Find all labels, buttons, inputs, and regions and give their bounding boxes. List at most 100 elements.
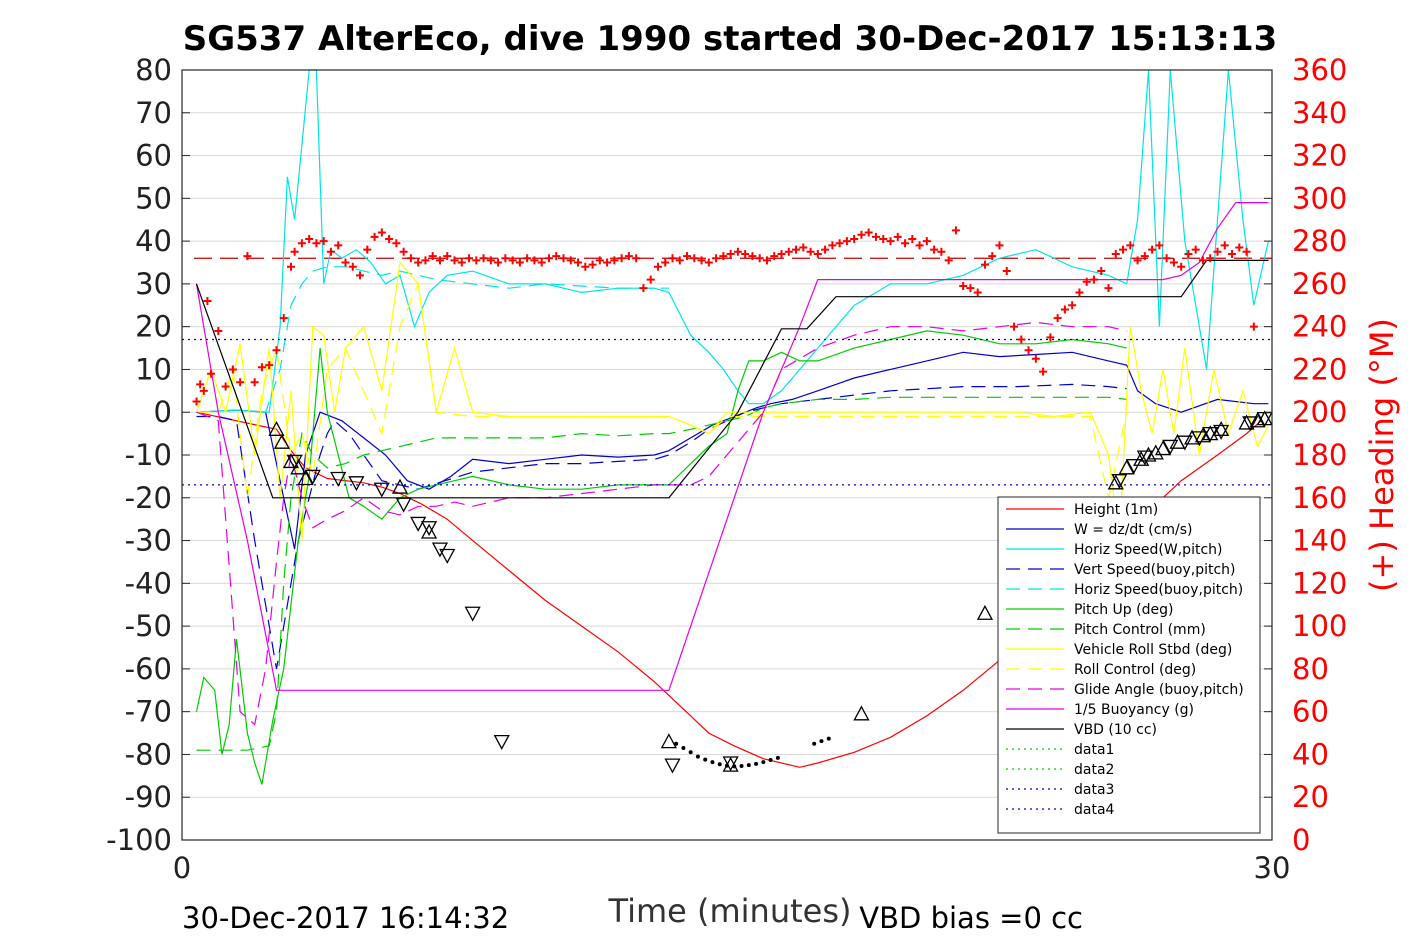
heading-marker <box>813 249 822 258</box>
triangle-up-marker <box>660 733 677 749</box>
triangle-down-marker <box>286 454 303 470</box>
y-axis-right: 3603403203002802602402202001801601401201… <box>1264 53 1347 857</box>
heading-marker <box>1198 256 1207 265</box>
y2-tick-label: 40 <box>1292 737 1329 771</box>
y-tick-label: 0 <box>154 395 172 429</box>
y2-tick-label: 320 <box>1292 139 1347 173</box>
heading-marker <box>326 247 335 256</box>
legend-label: data2 <box>1074 762 1114 778</box>
heading-marker <box>341 258 350 267</box>
y-tick-label: 20 <box>135 310 172 344</box>
heading-marker <box>214 326 223 335</box>
y2-tick-label: 80 <box>1292 652 1329 686</box>
x-tick-label: 30 <box>1254 851 1291 885</box>
heading-marker <box>901 239 910 248</box>
heading-marker <box>523 254 532 263</box>
heading-marker <box>1169 258 1178 267</box>
heading-marker <box>421 256 430 265</box>
height-dot-marker <box>739 763 744 768</box>
heading-marker <box>770 252 779 261</box>
series-line-2 <box>196 69 1269 413</box>
heading-marker <box>879 234 888 243</box>
heading-marker <box>486 256 495 265</box>
heading-marker <box>1220 241 1229 250</box>
heading-marker <box>574 258 583 267</box>
heading-marker <box>319 237 328 246</box>
triangle-down-marker <box>464 606 481 622</box>
heading-marker <box>1249 322 1258 331</box>
height-dot-marker <box>681 746 686 751</box>
heading-marker <box>690 254 699 263</box>
heading-marker <box>588 260 597 269</box>
legend-label: 1/5 Buoyancy (g) <box>1074 702 1194 718</box>
height-dot-marker <box>717 762 722 767</box>
heading-marker <box>893 232 902 241</box>
heading-marker <box>1046 333 1055 342</box>
x-tick-label: 0 <box>173 851 191 885</box>
heading-marker <box>199 386 208 395</box>
footer-vbd-bias: VBD bias =0 cc <box>859 901 1083 935</box>
legend-label: Vert Speed(buoy,pitch) <box>1074 562 1236 578</box>
footer-timestamp: 30-Dec-2017 16:14:32 <box>182 901 509 935</box>
triangle-down-marker <box>1242 416 1259 432</box>
x-axis-label: Time (minutes) <box>608 892 852 930</box>
heading-marker <box>828 241 837 250</box>
y-tick-label: 10 <box>135 352 172 386</box>
heading-marker <box>414 258 423 267</box>
heading-marker <box>726 249 735 258</box>
heading-marker <box>428 252 437 261</box>
legend-label: Roll Control (deg) <box>1074 662 1196 678</box>
heading-marker <box>392 239 401 248</box>
x-axis: 0 30 <box>173 832 1291 885</box>
heading-marker <box>741 249 750 258</box>
y2-tick-label: 20 <box>1292 780 1329 814</box>
triangle-down-marker <box>1125 459 1143 475</box>
heading-marker <box>1104 284 1113 293</box>
heading-marker <box>515 258 524 267</box>
heading-marker <box>207 369 216 378</box>
heading-marker <box>581 262 590 271</box>
heading-marker <box>704 258 713 267</box>
heading-marker <box>250 378 259 387</box>
heading-marker <box>457 258 466 267</box>
heading-marker <box>465 254 474 263</box>
series-line-5 <box>195 330 1127 785</box>
legend-box <box>997 496 1261 834</box>
y2-tick-label: 140 <box>1292 524 1347 558</box>
y-tick-label: -40 <box>125 566 172 600</box>
heading-marker <box>356 271 365 280</box>
heading-marker <box>1184 249 1193 258</box>
heading-marker <box>334 241 343 250</box>
heading-marker <box>1126 241 1135 250</box>
heading-marker <box>661 258 670 267</box>
triangle-down-marker <box>1202 426 1219 442</box>
y-tick-label: -80 <box>125 737 172 771</box>
series-line-7 <box>195 261 1269 541</box>
triangle-up-marker <box>1118 459 1135 475</box>
triangle-up-marker <box>268 420 285 436</box>
heading-marker <box>1140 252 1149 261</box>
heading-marker <box>1191 245 1200 254</box>
y2-tick-label: 200 <box>1292 395 1347 429</box>
y-tick-label: -10 <box>125 438 172 472</box>
heading-marker <box>1082 277 1091 286</box>
heading-marker <box>257 363 266 372</box>
y2-tick-label: 180 <box>1292 438 1347 472</box>
y2-tick-label: 340 <box>1292 96 1347 130</box>
heading-marker <box>406 254 415 263</box>
triangle-up-marker <box>1133 450 1150 466</box>
triangle-down-marker <box>1111 474 1128 490</box>
heading-marker <box>559 254 568 263</box>
y-tick-label: 40 <box>135 224 172 258</box>
heading-marker <box>385 234 394 243</box>
heading-marker <box>922 237 931 246</box>
heading-marker <box>377 228 386 237</box>
height-dot-marker <box>768 758 773 763</box>
heading-marker <box>850 234 859 243</box>
heading-marker <box>312 239 321 248</box>
triangle-up-marker <box>976 604 994 620</box>
heading-marker <box>762 256 771 265</box>
triangle-down-marker <box>420 521 438 537</box>
heading-marker <box>221 382 230 391</box>
heading-marker <box>777 249 786 258</box>
